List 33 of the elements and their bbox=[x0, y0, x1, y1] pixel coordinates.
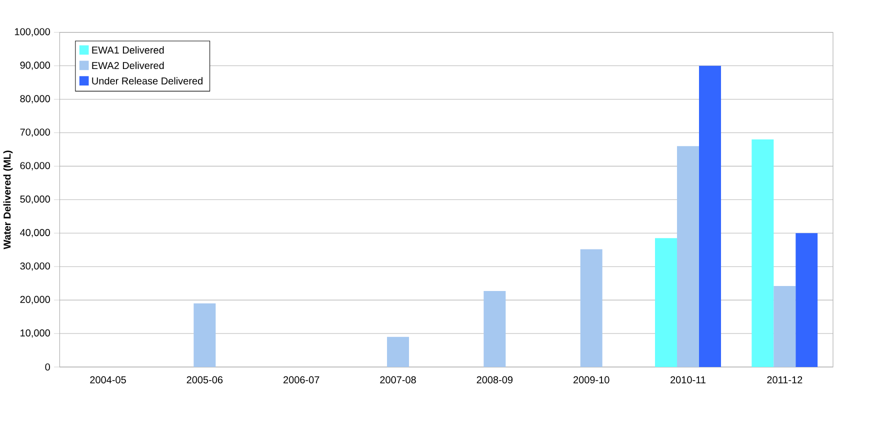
legend-label: EWA1 Delivered bbox=[92, 46, 164, 54]
bar bbox=[677, 146, 700, 367]
y-axis-title: Water Delivered (ML) bbox=[3, 150, 13, 250]
x-tick-label: 2005-06 bbox=[186, 376, 223, 384]
bar bbox=[655, 238, 677, 367]
bar bbox=[387, 336, 410, 367]
y-tick-label: 50,000 bbox=[20, 196, 50, 204]
y-tick-label: 60,000 bbox=[20, 162, 50, 170]
bar bbox=[699, 66, 722, 367]
y-tick-label: 20,000 bbox=[20, 296, 50, 304]
x-tick-label: 2008-09 bbox=[476, 376, 513, 384]
x-tick-label: 2004-05 bbox=[90, 376, 126, 384]
bar bbox=[580, 249, 602, 367]
x-tick-label: 2011-12 bbox=[767, 376, 802, 384]
y-tick-label: 30,000 bbox=[20, 262, 50, 271]
x-tick-label: 2010-11 bbox=[670, 376, 706, 384]
bar bbox=[752, 139, 774, 367]
y-tick-label: 70,000 bbox=[20, 128, 50, 137]
bar bbox=[796, 233, 818, 367]
bar bbox=[484, 291, 506, 367]
bar bbox=[774, 286, 796, 367]
x-tick-label: 2006-07 bbox=[283, 376, 320, 384]
y-tick-label: 10,000 bbox=[20, 329, 50, 338]
x-tick-label: 2007-08 bbox=[380, 376, 416, 384]
legend-label: Under Release Delivered bbox=[92, 77, 202, 84]
y-tick-label: 80,000 bbox=[20, 95, 50, 104]
y-tick-label: 40,000 bbox=[20, 229, 50, 238]
x-tick-label: 2009-10 bbox=[573, 376, 610, 384]
legend-label: EWA2 Delivered bbox=[92, 62, 164, 70]
bar bbox=[194, 303, 216, 367]
y-tick-label: 100,000 bbox=[14, 28, 50, 36]
y-tick-label: 0 bbox=[45, 363, 50, 371]
y-tick-label: 90,000 bbox=[20, 62, 50, 70]
